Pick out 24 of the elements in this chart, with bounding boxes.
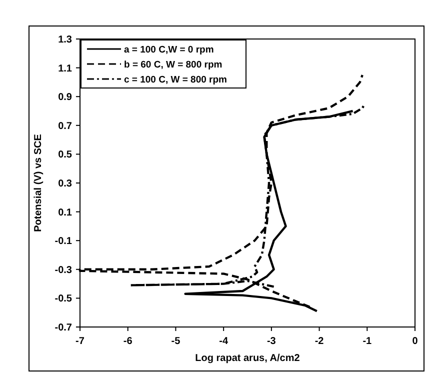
y-tick-label: -0.1 (54, 236, 72, 248)
y-tick-label: -0.3 (54, 264, 72, 276)
x-tick-label: -4 (219, 336, 228, 347)
y-tick-label: 0.7 (58, 120, 72, 132)
y-tick-label: -0.5 (54, 294, 72, 305)
x-tick-label: -5 (171, 336, 181, 347)
y-tick-label: 0.9 (58, 92, 72, 104)
x-axis-title: Log rapat arus, A/cm2 (195, 353, 300, 364)
legend-label: a = 100 C,W = 0 rpm (124, 44, 214, 56)
y-axis-title: Potensial (V) vs SCE (33, 134, 44, 232)
x-tick-label: -7 (76, 336, 85, 347)
y-tick-label: 1.3 (58, 34, 72, 46)
y-tick-label: 1.1 (58, 63, 72, 74)
x-tick-label: -1 (362, 336, 372, 347)
y-tick-label: 0.3 (58, 178, 72, 190)
y-tick-label: 0.5 (58, 150, 72, 161)
x-tick-label: -6 (123, 336, 133, 347)
legend-label: b = 60 C, W = 800 rpm (124, 59, 222, 70)
x-tick-label: 0 (412, 336, 418, 347)
legend-label: c = 100 C, W = 800 rpm (124, 74, 227, 86)
y-tick-label: 0.1 (58, 207, 72, 218)
x-tick-label: -2 (314, 336, 324, 347)
x-tick-label: -3 (266, 336, 276, 347)
y-tick-label: -0.7 (54, 322, 72, 334)
